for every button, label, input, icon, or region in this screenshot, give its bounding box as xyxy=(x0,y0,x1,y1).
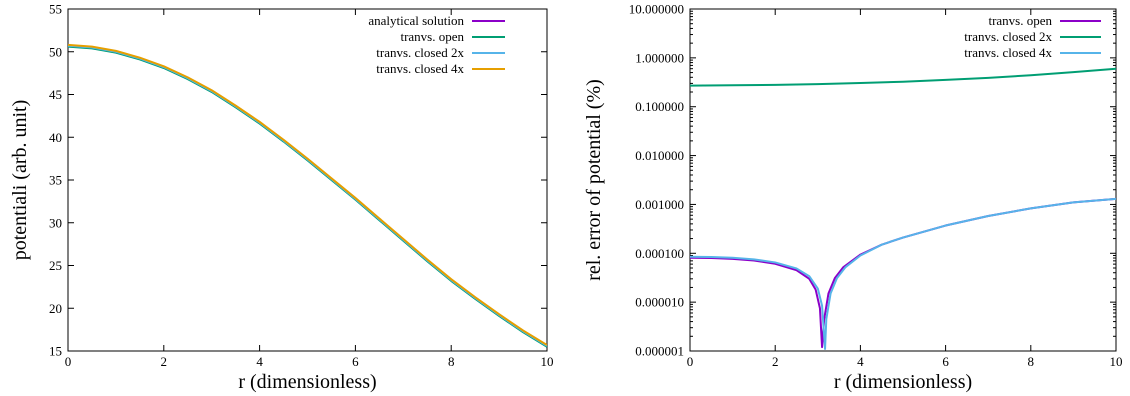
y-tick-label: 0.100000 xyxy=(635,99,684,114)
series-line xyxy=(690,197,1116,349)
legend-label: tranvs. closed 2x xyxy=(964,29,1052,44)
y-tick-label: 0.000100 xyxy=(635,246,684,261)
y-tick-label: 10.000000 xyxy=(629,2,684,17)
y-axis-label: rel. error of potential (%) xyxy=(583,79,605,281)
legend-label: tranvs. open xyxy=(400,29,464,44)
x-tick-label: 8 xyxy=(448,354,455,369)
y-tick-label: 0.010000 xyxy=(635,148,684,163)
series-line xyxy=(690,197,1116,350)
x-tick-label: 6 xyxy=(352,354,359,369)
legend-label: analytical solution xyxy=(368,13,464,28)
legend-label: tranvs. closed 4x xyxy=(964,45,1052,60)
series-line xyxy=(68,45,547,348)
y-tick-label: 1.000000 xyxy=(635,50,684,65)
x-tick-label: 2 xyxy=(161,354,168,369)
y-tick-label: 45 xyxy=(49,87,62,102)
x-tick-label: 10 xyxy=(1110,354,1123,369)
x-tick-label: 6 xyxy=(942,354,949,369)
x-tick-label: 10 xyxy=(541,354,554,369)
y-tick-label: 40 xyxy=(49,130,62,145)
legend-label: tranvs. open xyxy=(988,13,1052,28)
y-tick-label: 15 xyxy=(49,344,62,359)
x-tick-label: 4 xyxy=(256,354,263,369)
legend-label: tranvs. closed 2x xyxy=(376,45,464,60)
x-axis-label: r (dimensionless) xyxy=(238,371,376,393)
x-tick-label: 8 xyxy=(1028,354,1035,369)
legend-label: tranvs. closed 4x xyxy=(376,61,464,76)
series-line xyxy=(68,44,547,347)
y-tick-label: 35 xyxy=(49,173,62,188)
plot-frame xyxy=(689,8,1117,352)
y-tick-label: 0.001000 xyxy=(635,197,684,212)
series-line xyxy=(68,43,547,346)
potential-chart: 0 2 4 6 8 10 15 20 25 30 35 40 45 50 55 r (dimensionles… xyxy=(9,2,554,394)
y-tick-label: 25 xyxy=(49,258,62,273)
y-axis-label: potentiali (arb. unit) xyxy=(9,100,31,261)
y-tick-label: 0.000010 xyxy=(635,295,684,310)
series-line xyxy=(68,44,547,347)
relative-error-chart: 0 2 4 6 8 10 0.000001 0.000010 0.000100 0.001000 0… xyxy=(583,2,1123,394)
x-tick-label: 0 xyxy=(65,354,72,369)
y-tick-label: 30 xyxy=(49,215,62,230)
y-tick-label: 50 xyxy=(49,44,62,59)
y-tick-label: 55 xyxy=(49,2,62,17)
y-tick-label: 20 xyxy=(49,301,62,316)
x-axis-label: r (dimensionless) xyxy=(834,371,972,393)
x-tick-label: 0 xyxy=(687,354,694,369)
x-tick-label: 2 xyxy=(772,354,779,369)
y-tick-label: 0.000001 xyxy=(635,344,684,359)
series-line xyxy=(690,67,1116,87)
x-tick-label: 4 xyxy=(857,354,864,369)
